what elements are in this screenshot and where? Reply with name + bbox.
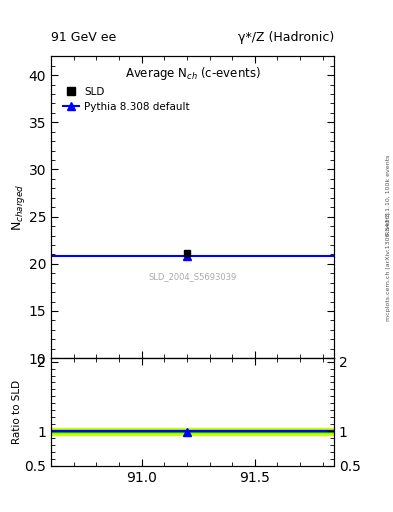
Legend: SLD, Pythia 8.308 default: SLD, Pythia 8.308 default xyxy=(59,82,194,116)
Y-axis label: N$_{charged}$: N$_{charged}$ xyxy=(10,184,27,231)
Text: mcplots.cern.ch [arXiv:1306.3436]: mcplots.cern.ch [arXiv:1306.3436] xyxy=(386,212,391,321)
Text: γ*/Z (Hadronic): γ*/Z (Hadronic) xyxy=(238,31,334,44)
Text: Average N$_{ch}$ (c-events): Average N$_{ch}$ (c-events) xyxy=(125,66,261,82)
Y-axis label: Ratio to SLD: Ratio to SLD xyxy=(11,380,22,444)
Bar xyxy=(51,428,334,435)
Bar xyxy=(51,430,334,432)
Text: SLD_2004_S5693039: SLD_2004_S5693039 xyxy=(149,272,237,281)
Text: 91 GeV ee: 91 GeV ee xyxy=(51,31,116,44)
Text: Rivet 3.1.10, 100k events: Rivet 3.1.10, 100k events xyxy=(386,155,391,234)
